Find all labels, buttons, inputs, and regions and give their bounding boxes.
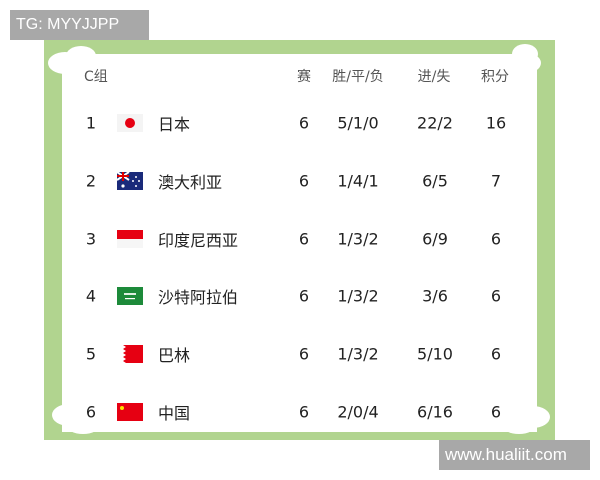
indonesia-flag-icon: [117, 229, 143, 248]
team-name: 巴林: [158, 346, 191, 366]
played-cell: 6: [298, 344, 310, 364]
rank-cell: 5: [85, 344, 97, 364]
goals-cell: 6/5: [422, 171, 448, 191]
team-name: 中国: [158, 404, 191, 423]
goals-cell: 3/6: [422, 286, 448, 306]
wdl-cell: 2/0/4: [337, 402, 379, 422]
cloud-decoration: [512, 44, 538, 64]
points-cell: 6: [490, 402, 502, 422]
saudi-arabia-flag-icon: [117, 287, 143, 306]
rank-cell: 3: [85, 229, 97, 249]
australia-flag-icon: [116, 170, 143, 190]
cloud-decoration: [66, 416, 100, 434]
wdl-cell: 5/1/0: [337, 113, 379, 133]
rank-cell: 4: [85, 286, 97, 306]
header-played: 赛: [297, 69, 311, 85]
china-flag-icon: [117, 403, 143, 421]
points-cell: 6: [490, 286, 502, 306]
rank-cell: 6: [85, 402, 97, 422]
team-name: 沙特阿拉伯: [158, 288, 239, 308]
header-points: 积分: [481, 69, 509, 85]
played-cell: 6: [298, 171, 310, 191]
wdl-cell: 1/3/2: [337, 229, 379, 249]
watermark-bottom: www.hualiit.com: [439, 440, 590, 470]
japan-flag-icon: [117, 114, 143, 132]
goals-cell: 5/10: [417, 344, 453, 364]
goals-cell: 6/9: [422, 229, 448, 249]
bahrain-flag-icon: [117, 345, 143, 364]
goals-cell: 6/16: [417, 402, 453, 422]
team-name: 澳大利亚: [158, 172, 223, 192]
played-cell: 6: [298, 113, 310, 133]
team-name: 日本: [158, 115, 191, 134]
wdl-cell: 1/3/2: [337, 344, 379, 364]
header-wdl: 胜/平/负: [332, 69, 384, 85]
goals-cell: 22/2: [417, 113, 453, 133]
points-cell: 16: [485, 113, 507, 133]
team-name: 印度尼西亚: [158, 230, 239, 250]
rank-cell: 2: [85, 171, 97, 191]
wdl-cell: 1/4/1: [337, 171, 379, 191]
played-cell: 6: [298, 286, 310, 306]
played-cell: 6: [298, 229, 310, 249]
cloud-decoration: [66, 46, 96, 66]
played-cell: 6: [298, 402, 310, 422]
header-goals: 进/失: [417, 69, 451, 85]
wdl-cell: 1/3/2: [337, 286, 379, 306]
points-cell: 7: [490, 171, 502, 191]
watermark-top: TG: MYYJJPP: [10, 10, 149, 40]
points-cell: 6: [490, 344, 502, 364]
rank-cell: 1: [85, 113, 97, 133]
header-group: C组: [84, 69, 108, 85]
cloud-decoration: [502, 416, 536, 434]
points-cell: 6: [490, 229, 502, 249]
